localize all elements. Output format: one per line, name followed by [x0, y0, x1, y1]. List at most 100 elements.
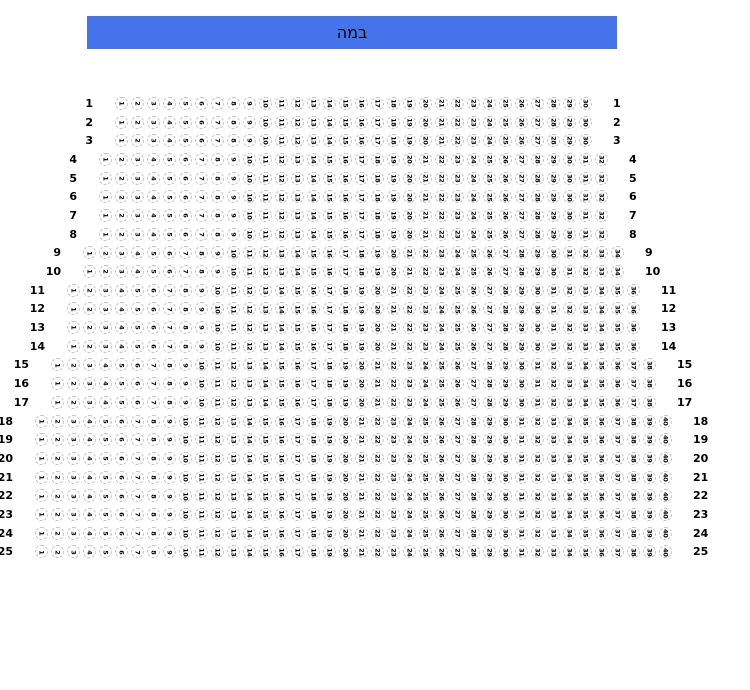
- seat[interactable]: 36: [594, 451, 608, 465]
- seat[interactable]: 28: [498, 302, 512, 316]
- seat[interactable]: 17: [322, 283, 336, 297]
- seat[interactable]: 21: [370, 358, 384, 372]
- seat[interactable]: 19: [322, 470, 336, 484]
- seat[interactable]: 22: [418, 265, 432, 279]
- seat[interactable]: 12: [210, 470, 224, 484]
- seat[interactable]: 10: [258, 134, 272, 148]
- seat[interactable]: 32: [578, 265, 592, 279]
- seat[interactable]: 24: [402, 433, 416, 447]
- seat[interactable]: 1: [34, 451, 48, 465]
- seat[interactable]: 3: [66, 526, 80, 540]
- seat[interactable]: 1: [34, 545, 48, 559]
- seat[interactable]: 36: [626, 302, 640, 316]
- seat[interactable]: 7: [130, 545, 144, 559]
- seat[interactable]: 33: [546, 414, 560, 428]
- seat[interactable]: 25: [450, 302, 464, 316]
- seat[interactable]: 7: [130, 433, 144, 447]
- seat[interactable]: 31: [514, 489, 528, 503]
- seat[interactable]: 33: [594, 265, 608, 279]
- seat[interactable]: 4: [114, 321, 128, 335]
- seat[interactable]: 33: [546, 470, 560, 484]
- seat[interactable]: 19: [322, 433, 336, 447]
- seat[interactable]: 34: [562, 526, 576, 540]
- seat[interactable]: 29: [482, 451, 496, 465]
- seat[interactable]: 24: [402, 451, 416, 465]
- seat[interactable]: 16: [338, 190, 352, 204]
- seat[interactable]: 30: [498, 470, 512, 484]
- seat[interactable]: 21: [434, 96, 448, 110]
- seat[interactable]: 23: [402, 395, 416, 409]
- seat[interactable]: 39: [642, 545, 656, 559]
- seat[interactable]: 9: [226, 190, 240, 204]
- seat[interactable]: 11: [226, 302, 240, 316]
- seat[interactable]: 21: [354, 433, 368, 447]
- seat[interactable]: 29: [482, 470, 496, 484]
- seat[interactable]: 2: [66, 358, 80, 372]
- seat[interactable]: 11: [274, 96, 288, 110]
- seat[interactable]: 26: [514, 115, 528, 129]
- seat[interactable]: 17: [306, 377, 320, 391]
- seat[interactable]: 7: [162, 339, 176, 353]
- seat[interactable]: 2: [98, 265, 112, 279]
- seat[interactable]: 20: [386, 265, 400, 279]
- seat[interactable]: 4: [82, 451, 96, 465]
- seat[interactable]: 6: [114, 545, 128, 559]
- seat[interactable]: 23: [450, 208, 464, 222]
- seat[interactable]: 25: [482, 227, 496, 241]
- seat[interactable]: 2: [66, 395, 80, 409]
- seat[interactable]: 22: [386, 377, 400, 391]
- seat[interactable]: 33: [578, 283, 592, 297]
- seat[interactable]: 20: [402, 227, 416, 241]
- seat[interactable]: 20: [402, 152, 416, 166]
- seat[interactable]: 14: [322, 96, 336, 110]
- seat[interactable]: 17: [290, 526, 304, 540]
- seat[interactable]: 39: [642, 507, 656, 521]
- seat[interactable]: 1: [34, 526, 48, 540]
- seat[interactable]: 5: [130, 283, 144, 297]
- seat[interactable]: 15: [322, 227, 336, 241]
- seat[interactable]: 10: [178, 489, 192, 503]
- seat[interactable]: 3: [130, 208, 144, 222]
- seat[interactable]: 37: [610, 489, 624, 503]
- seat[interactable]: 23: [450, 227, 464, 241]
- seat[interactable]: 26: [434, 433, 448, 447]
- seat[interactable]: 4: [146, 152, 160, 166]
- seat[interactable]: 21: [354, 545, 368, 559]
- seat[interactable]: 33: [546, 526, 560, 540]
- seat[interactable]: 17: [354, 171, 368, 185]
- seat[interactable]: 17: [306, 358, 320, 372]
- seat[interactable]: 18: [354, 265, 368, 279]
- seat[interactable]: 15: [306, 265, 320, 279]
- seat[interactable]: 10: [178, 433, 192, 447]
- seat[interactable]: 18: [322, 395, 336, 409]
- seat[interactable]: 20: [402, 208, 416, 222]
- seat[interactable]: 22: [370, 451, 384, 465]
- seat[interactable]: 20: [370, 283, 384, 297]
- seat[interactable]: 30: [530, 339, 544, 353]
- seat[interactable]: 2: [82, 321, 96, 335]
- seat[interactable]: 5: [98, 451, 112, 465]
- seat[interactable]: 1: [98, 190, 112, 204]
- seat[interactable]: 2: [114, 190, 128, 204]
- seat[interactable]: 16: [322, 265, 336, 279]
- seat[interactable]: 23: [386, 451, 400, 465]
- seat[interactable]: 36: [626, 321, 640, 335]
- seat[interactable]: 27: [450, 489, 464, 503]
- seat[interactable]: 17: [290, 470, 304, 484]
- seat[interactable]: 26: [466, 302, 480, 316]
- seat[interactable]: 14: [274, 302, 288, 316]
- seat[interactable]: 29: [562, 134, 576, 148]
- seat[interactable]: 12: [274, 152, 288, 166]
- seat[interactable]: 1: [66, 321, 80, 335]
- seat[interactable]: 2: [114, 208, 128, 222]
- seat[interactable]: 20: [386, 246, 400, 260]
- seat[interactable]: 33: [578, 339, 592, 353]
- seat[interactable]: 3: [98, 302, 112, 316]
- seat[interactable]: 2: [50, 470, 64, 484]
- seat[interactable]: 30: [498, 507, 512, 521]
- seat[interactable]: 1: [82, 265, 96, 279]
- seat[interactable]: 23: [418, 321, 432, 335]
- seat[interactable]: 27: [450, 451, 464, 465]
- seat[interactable]: 10: [226, 265, 240, 279]
- seat[interactable]: 3: [66, 414, 80, 428]
